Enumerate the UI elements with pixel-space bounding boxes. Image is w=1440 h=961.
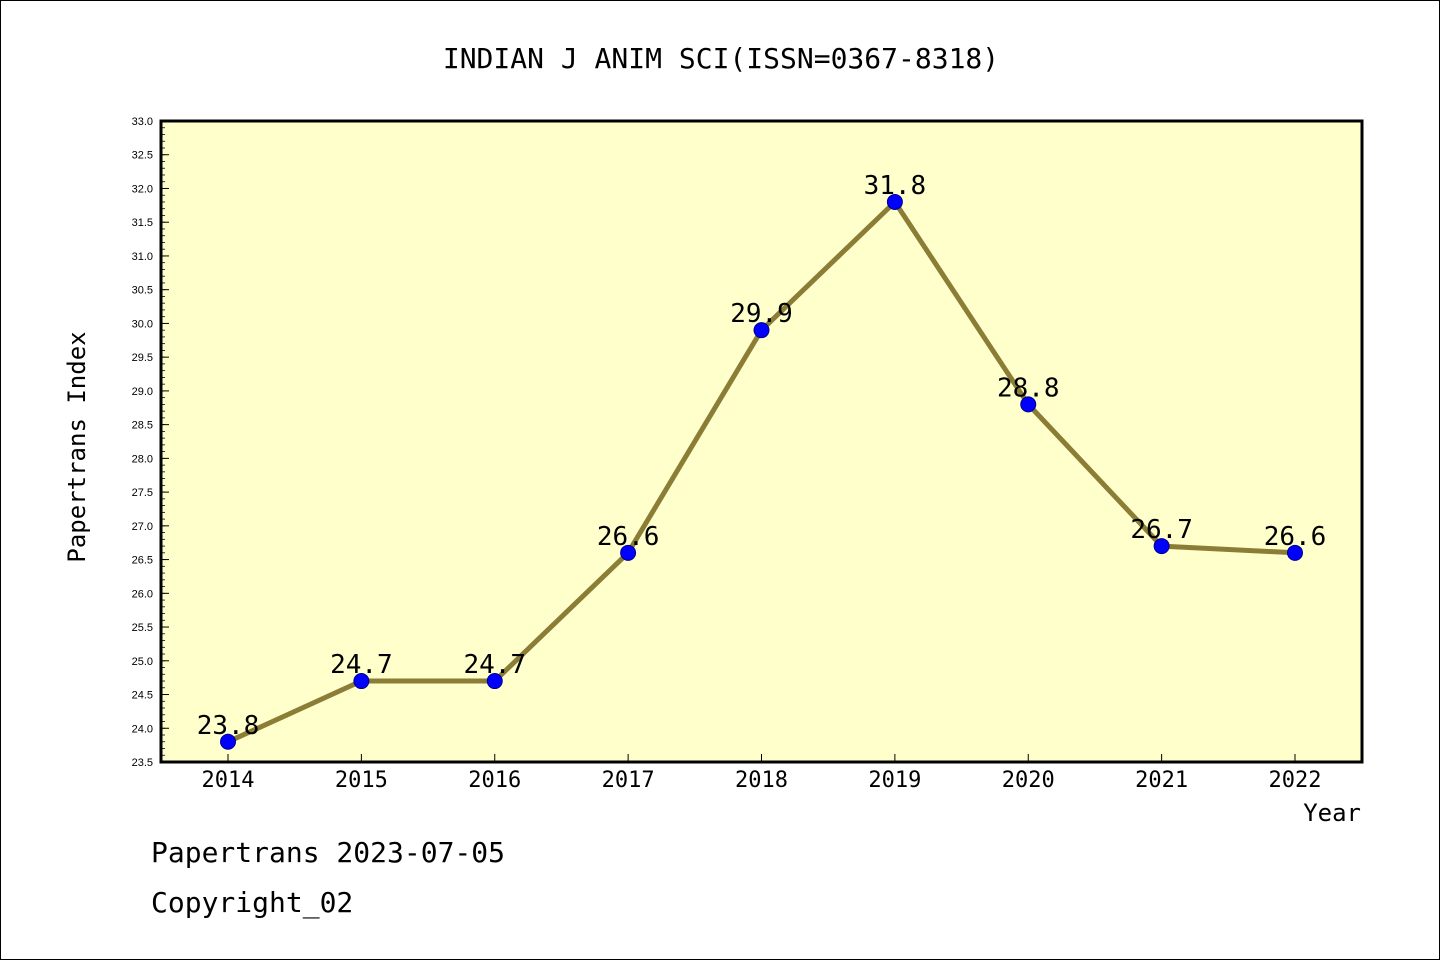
data-point [1287, 544, 1303, 561]
x-tick-label: 2016 [468, 768, 521, 793]
data-point [353, 673, 370, 690]
y-tick-label: 32.5 [132, 150, 153, 162]
y-tick-label: 26.0 [132, 588, 153, 600]
data-label: 23.8 [197, 711, 260, 741]
data-label: 26.6 [597, 522, 660, 552]
y-tick-label: 28.5 [132, 420, 153, 432]
y-tick-label: 28.0 [132, 453, 153, 465]
x-axis-label: Year [1303, 799, 1361, 827]
y-tick-label: 26.5 [132, 555, 153, 567]
y-tick-label: 27.5 [132, 487, 153, 499]
y-tick-label: 31.0 [132, 251, 153, 263]
x-tick-label: 2019 [868, 768, 921, 793]
data-point [1020, 396, 1037, 413]
y-tick-label: 23.5 [132, 757, 153, 769]
x-tick-label: 2014 [202, 768, 255, 793]
plot-area [159, 119, 1364, 764]
footer-date: Papertrans 2023-07-05 [151, 836, 506, 869]
footer-copyright: Copyright_02 [151, 886, 354, 919]
x-axis: 2014 2015 2016 2017 2018 2019 2020 2021 2022 [202, 754, 1322, 793]
data-label: 24.7 [463, 650, 526, 680]
data-point [620, 544, 637, 561]
y-tick-label: 33.0 [132, 116, 153, 128]
chart-title: INDIAN J ANIM SCI(ISSN=0367-8318) [443, 42, 999, 75]
data-labels: 23.8 24.7 24.7 26.6 29.9 31.8 28.8 26.7 26.6 [197, 171, 1327, 741]
y-tick-label: 30.0 [132, 318, 153, 330]
y-tick-label: 24.0 [132, 723, 153, 735]
data-label: 31.8 [864, 171, 927, 201]
data-point [220, 733, 236, 750]
data-label: 29.9 [730, 299, 793, 329]
y-tick-label: 31.5 [132, 217, 153, 229]
y-axis-label: Papertrans Index [63, 331, 91, 562]
y-tick-label: 29.5 [132, 352, 153, 364]
y-tick-label: 32.0 [132, 183, 153, 195]
y-tick-label: 25.5 [132, 622, 153, 634]
x-tick-label: 2015 [335, 768, 388, 793]
data-label: 24.7 [330, 650, 393, 680]
y-tick-label: 24.5 [132, 690, 153, 702]
data-label: 26.7 [1130, 515, 1193, 545]
y-tick-label: 25.0 [132, 656, 153, 668]
y-tick-label: 29.0 [132, 386, 153, 398]
x-tick-label: 2017 [602, 768, 655, 793]
y-tick-label: 27.0 [132, 521, 153, 533]
data-point [886, 193, 903, 210]
y-axis: 23.5 24.0 24.5 25.0 25.5 26.0 26.5 27.0 27.5 28.0… [132, 116, 169, 769]
data-point [1153, 538, 1170, 555]
x-tick-label: 2022 [1269, 768, 1322, 793]
data-label: 28.8 [997, 373, 1060, 403]
x-tick-label: 2020 [1002, 768, 1055, 793]
y-tick-label: 30.5 [132, 285, 153, 297]
data-label: 26.6 [1264, 522, 1327, 552]
x-tick-label: 2021 [1135, 768, 1188, 793]
x-tick-label: 2018 [735, 768, 788, 793]
data-points [220, 193, 1303, 750]
data-point [753, 322, 770, 339]
data-point [486, 673, 503, 690]
